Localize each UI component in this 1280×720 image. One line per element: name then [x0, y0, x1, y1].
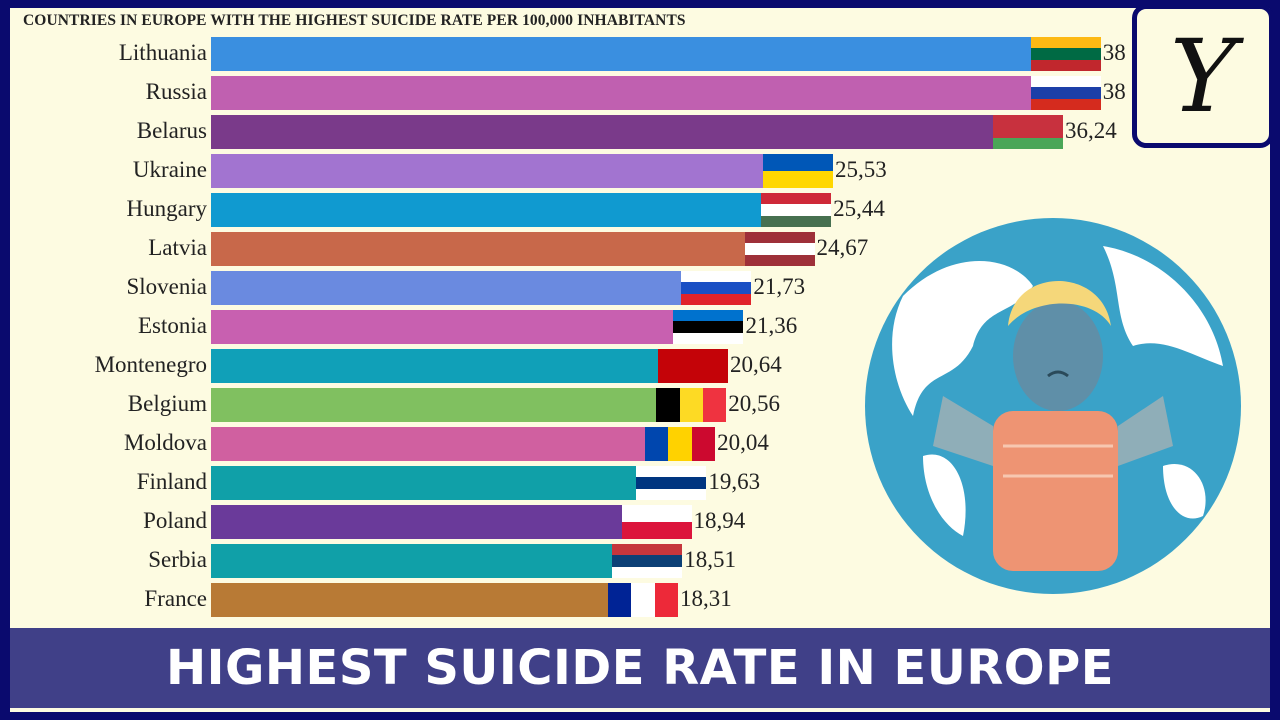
category-label: Russia [145, 79, 207, 104]
bar [211, 232, 780, 266]
banner-text: HIGHEST SUICIDE RATE IN EUROPE [165, 640, 1115, 696]
bar [211, 76, 1066, 110]
category-label: Hungary [126, 196, 207, 221]
flag-icon [681, 271, 752, 305]
category-label: Slovenia [126, 274, 208, 299]
category-label: Finland [136, 469, 207, 494]
bar [211, 388, 692, 422]
bar-row: Lithuania 38 [10, 36, 1270, 72]
bar-row: Ukraine 25,53 [10, 153, 1270, 189]
bar [211, 193, 797, 227]
value-label: 18,94 [693, 508, 746, 533]
bar-row: Poland 18,94 [10, 504, 1270, 540]
bar [211, 505, 657, 539]
bar [211, 154, 798, 188]
bar [211, 583, 643, 617]
chart-frame: COUNTRIES IN EUROPE WITH THE HIGHEST SUI… [10, 8, 1270, 712]
value-label: 21,73 [753, 274, 806, 299]
flag-icon [656, 388, 727, 422]
value-label: 20,64 [730, 352, 782, 377]
flag-icon [992, 115, 1063, 149]
title-banner: HIGHEST SUICIDE RATE IN EUROPE [10, 628, 1270, 708]
value-label: 20,56 [728, 391, 781, 416]
value-label: 20,04 [717, 430, 769, 455]
value-label: 18,31 [680, 586, 732, 611]
bar-row: Belgium 20,56 [10, 387, 1270, 423]
value-label: 25,44 [833, 196, 885, 221]
category-label: Moldova [123, 430, 207, 455]
bar [211, 310, 709, 344]
value-label: 25,53 [835, 157, 887, 182]
flag-icon [636, 466, 707, 500]
value-label: 38 [1102, 40, 1126, 65]
value-label: 24,67 [816, 235, 869, 260]
flag-icon [761, 193, 832, 227]
flag-icon [608, 583, 678, 617]
category-label: Serbia [148, 547, 207, 572]
flag-icon [673, 310, 744, 344]
bar [211, 37, 1066, 71]
category-label: Montenegro [94, 352, 207, 377]
person-head [1013, 301, 1103, 411]
category-label: Lithuania [118, 40, 207, 65]
bar-row: Belarus 36,24 [10, 114, 1270, 150]
category-label: Belarus [136, 118, 207, 143]
bar-row: Serbia 18,51 [10, 543, 1270, 579]
flag-icon [1030, 37, 1101, 71]
category-label: Latvia [148, 235, 207, 260]
flag-icon [744, 232, 815, 266]
category-label: Estonia [138, 313, 207, 338]
bar [211, 466, 672, 500]
bar-row: France 18,31 [10, 582, 1270, 618]
flag-icon [612, 544, 683, 578]
flag-icon [763, 154, 833, 188]
bar-row: Hungary 25,44 [10, 192, 1270, 228]
flag-icon [1030, 76, 1101, 110]
chart-title: COUNTRIES IN EUROPE WITH THE HIGHEST SUI… [23, 12, 686, 29]
value-label: 38 [1102, 79, 1126, 104]
category-label: France [144, 586, 207, 611]
bar-row: Moldova 20,04 [10, 426, 1270, 462]
bar-row: Russia 38 [10, 75, 1270, 111]
bar [211, 427, 681, 461]
bar [211, 544, 648, 578]
category-label: Belgium [127, 391, 207, 416]
bar-row: Finland 19,63 [10, 465, 1270, 501]
bar-row: Estonia 21,36 [10, 309, 1270, 345]
person-shirt [993, 411, 1118, 571]
bar-row: Slovenia 21,73 [10, 270, 1270, 306]
bar [211, 115, 1028, 149]
bar [211, 349, 694, 383]
bar [211, 271, 717, 305]
category-label: Ukraine [132, 157, 207, 182]
depressed-person-illustration [865, 218, 1241, 594]
flag-icon [645, 427, 716, 461]
bar-row: Latvia 24,67 [10, 231, 1270, 267]
flag-icon [621, 505, 692, 539]
value-label: 21,36 [745, 313, 798, 338]
value-label: 36,24 [1064, 118, 1117, 143]
flag-icon [658, 349, 729, 383]
logo-letter: Y [1169, 17, 1236, 135]
bar-row: Montenegro 20,64 [10, 348, 1270, 384]
channel-logo: Y [1132, 4, 1274, 148]
value-label: 18,51 [684, 547, 737, 572]
category-label: Poland [143, 508, 207, 533]
value-label: 19,63 [708, 469, 761, 494]
